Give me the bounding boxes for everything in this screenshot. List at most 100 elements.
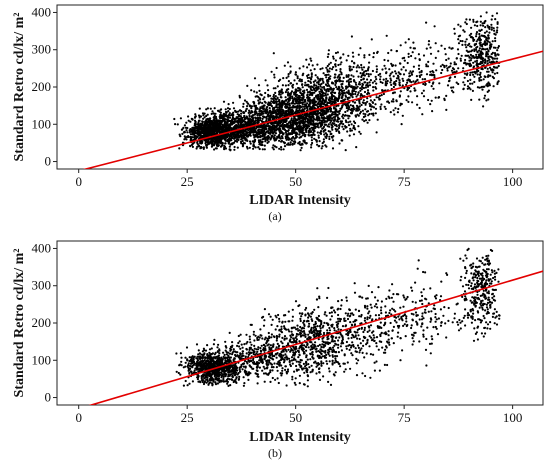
data-point	[485, 43, 488, 46]
data-point	[429, 73, 432, 76]
data-point	[178, 133, 181, 136]
data-point	[475, 53, 478, 56]
data-point	[332, 119, 335, 122]
data-point	[245, 100, 248, 103]
data-point	[259, 93, 262, 96]
data-point	[445, 94, 448, 97]
data-point	[319, 88, 322, 91]
data-point	[213, 118, 216, 121]
data-point	[496, 22, 499, 25]
data-point	[312, 119, 315, 122]
data-point	[472, 73, 475, 76]
data-point	[429, 103, 432, 106]
data-point	[264, 91, 267, 95]
data-point	[180, 356, 183, 359]
data-point	[232, 132, 235, 135]
data-point	[320, 121, 323, 125]
data-point	[214, 112, 217, 115]
data-point	[316, 88, 319, 91]
data-point	[357, 125, 360, 128]
data-point	[446, 67, 449, 70]
data-point	[237, 134, 240, 137]
data-point	[474, 60, 477, 63]
data-point	[375, 78, 378, 81]
data-point	[291, 142, 294, 146]
data-point	[486, 53, 489, 56]
data-point	[260, 131, 263, 134]
data-point	[332, 66, 335, 69]
data-point	[383, 105, 386, 108]
data-point	[409, 90, 412, 93]
data-point	[357, 53, 360, 56]
data-point	[328, 137, 331, 141]
data-point	[357, 75, 360, 78]
data-point	[485, 30, 488, 33]
data-point	[216, 109, 220, 112]
data-point	[321, 79, 324, 82]
data-point	[285, 110, 288, 113]
data-point	[238, 368, 241, 371]
data-point	[267, 95, 270, 98]
data-point	[415, 75, 418, 78]
data-point	[274, 91, 277, 94]
data-point	[250, 89, 253, 92]
data-point	[481, 43, 484, 46]
data-point	[273, 126, 276, 129]
data-point	[232, 107, 236, 110]
data-point	[327, 116, 330, 119]
data-point	[399, 90, 402, 93]
data-point	[222, 119, 225, 122]
data-point	[317, 134, 320, 137]
data-point	[351, 96, 354, 99]
data-point	[317, 115, 320, 118]
data-point	[313, 83, 316, 86]
data-point	[437, 50, 440, 53]
data-point	[278, 139, 281, 142]
data-point	[264, 108, 267, 111]
data-point	[232, 113, 235, 117]
data-point	[460, 54, 463, 57]
data-point	[324, 117, 327, 120]
data-point	[229, 137, 232, 140]
data-point	[269, 102, 272, 105]
data-point	[289, 93, 292, 96]
data-point	[185, 129, 188, 132]
data-point	[268, 107, 271, 110]
data-point	[263, 144, 266, 147]
data-point	[184, 379, 187, 383]
data-point	[221, 123, 224, 126]
data-point	[379, 105, 382, 108]
data-point	[298, 143, 302, 146]
data-point	[427, 98, 430, 102]
data-point	[472, 38, 475, 41]
data-point	[247, 129, 250, 132]
data-point	[216, 126, 219, 129]
data-point	[322, 113, 325, 117]
data-point	[326, 82, 329, 85]
data-point	[479, 62, 482, 66]
data-point	[311, 141, 314, 145]
data-point	[478, 32, 481, 36]
data-point	[225, 353, 228, 356]
points-layer	[173, 11, 501, 152]
data-point	[312, 87, 316, 90]
x-tick-label: 75	[398, 174, 411, 189]
data-point	[224, 124, 227, 127]
data-point	[226, 116, 229, 119]
data-point	[350, 60, 354, 63]
data-point	[462, 67, 465, 70]
data-point	[310, 136, 313, 139]
data-point	[283, 145, 287, 148]
data-point	[227, 134, 230, 137]
data-point	[184, 136, 187, 139]
data-point	[483, 34, 486, 38]
data-point	[218, 126, 221, 130]
data-point	[303, 89, 306, 92]
data-point	[349, 129, 352, 132]
data-point	[191, 133, 194, 136]
data-point	[271, 115, 274, 118]
data-point	[257, 139, 260, 142]
data-point	[468, 56, 471, 59]
data-point	[485, 11, 488, 14]
data-point	[330, 95, 333, 98]
